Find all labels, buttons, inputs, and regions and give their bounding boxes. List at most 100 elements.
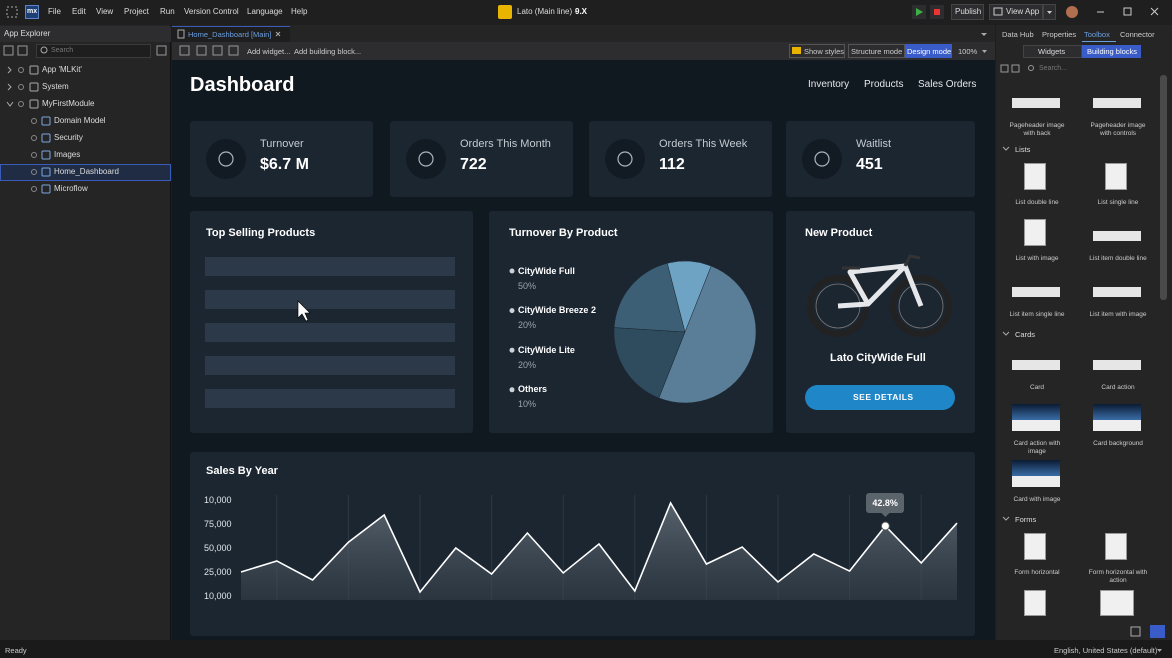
tree-status — [18, 101, 24, 107]
menu-item[interactable]: Version Control — [184, 7, 239, 17]
tree-item[interactable]: System — [42, 82, 69, 92]
editor-tab-label: Home_Dashboard [Main] — [188, 29, 272, 39]
block-label[interactable]: List double line — [1015, 199, 1059, 207]
tree-icon — [29, 65, 39, 75]
kpi-value: 112 — [659, 156, 685, 174]
block-label[interactable]: List item double line — [1089, 255, 1147, 263]
menu-item[interactable]: File — [48, 7, 61, 17]
zoom-level[interactable]: 100% — [958, 46, 978, 56]
block-label[interactable]: List item with image — [1089, 311, 1147, 319]
kpi-label: Orders This Month — [460, 138, 551, 151]
kpi-value: 451 — [856, 156, 883, 174]
menu-item[interactable]: Run — [160, 7, 175, 17]
toolbox-search-icon — [1028, 65, 1034, 71]
menu-item[interactable]: Edit — [72, 7, 86, 17]
design-mode-button[interactable] — [905, 44, 952, 58]
tree-item[interactable]: Microflow — [54, 184, 88, 194]
menu-item[interactable]: Project — [124, 7, 149, 17]
panel-tab[interactable]: Properties — [1042, 29, 1077, 39]
block-label[interactable]: Card with image — [1013, 496, 1061, 504]
kpi-icon-bg — [406, 139, 446, 179]
y-axis-label: 10,000 — [204, 494, 232, 505]
nav-link[interactable]: Products — [864, 79, 904, 90]
avatar — [1066, 6, 1078, 18]
block-label[interactable]: Card action with image — [1013, 440, 1061, 455]
block-label[interactable]: List item single line — [1009, 311, 1065, 319]
show-styles-icon — [792, 47, 801, 54]
structure-mode-label: Structure mode — [851, 46, 903, 56]
panel-tab[interactable]: Data Hub — [1002, 29, 1034, 39]
add-building-block[interactable]: Add building block... — [294, 46, 362, 56]
legend-value: 20% — [518, 359, 537, 370]
tree-item[interactable]: Domain Model — [54, 116, 106, 126]
list-view-icon[interactable] — [1150, 625, 1165, 638]
panel-tab[interactable]: Connector — [1120, 29, 1155, 39]
app-title: Lato (Main line) - — [517, 7, 580, 17]
publish-button[interactable] — [951, 4, 984, 20]
kpi-icon-bg — [206, 139, 246, 179]
tree-item[interactable]: App 'MLKit' — [42, 65, 82, 75]
bike-image — [898, 283, 944, 329]
tree-icon — [41, 116, 51, 126]
show-styles-button[interactable] — [789, 44, 845, 58]
block-thumb — [1093, 404, 1141, 431]
block-label[interactable]: List single line — [1097, 199, 1139, 207]
block-thumb — [1024, 590, 1046, 616]
kpi-icon-bg — [605, 139, 645, 179]
tree-item[interactable]: Images — [54, 150, 81, 160]
show-styles-label: Show styles — [804, 46, 845, 56]
legend-value: 20% — [518, 320, 537, 331]
menu-item[interactable]: Language — [247, 7, 283, 17]
block-label[interactable]: Form horizontal with action — [1088, 569, 1148, 584]
menu-item[interactable]: Help — [291, 7, 308, 17]
tree-item[interactable]: MyFirstModule — [42, 99, 95, 109]
block-thumb — [1093, 98, 1141, 108]
legend-value: 50% — [518, 280, 537, 291]
kpi-icon — [218, 151, 234, 167]
block-thumb — [1100, 590, 1134, 616]
kpi-label: Waitlist — [856, 138, 892, 151]
block-label[interactable]: Pageheader image with back — [1009, 122, 1065, 137]
section-title: Cards — [1015, 329, 1036, 339]
structure-mode-button[interactable] — [848, 44, 905, 58]
add-widget[interactable]: Add widget... — [247, 46, 291, 56]
block-thumb — [1012, 404, 1060, 431]
tree-item[interactable]: Home_Dashboard — [54, 167, 119, 177]
block-label[interactable]: List with image — [1015, 255, 1059, 263]
legend-name: CityWide Breeze 2 — [518, 305, 596, 316]
building-blocks-tab-label: Building blocks — [1087, 46, 1138, 56]
block-label[interactable]: Card — [1029, 384, 1045, 392]
tree-item[interactable]: Security — [54, 133, 83, 143]
block-label[interactable]: Pageheader image with controls — [1090, 122, 1146, 137]
block-thumb — [1024, 163, 1046, 190]
nav-link[interactable]: Inventory — [808, 79, 850, 90]
block-label[interactable]: Card background — [1093, 440, 1143, 448]
section-chevron — [1002, 331, 1010, 336]
legend-value: 10% — [518, 399, 537, 410]
status-text: Ready — [5, 645, 27, 655]
editor-tab[interactable] — [172, 26, 290, 42]
menu-item[interactable]: View — [96, 7, 114, 17]
explorer-search[interactable] — [36, 44, 151, 58]
legend-dot — [509, 308, 515, 314]
building-blocks-tab[interactable] — [1082, 45, 1141, 58]
editor-tab-row — [172, 25, 995, 42]
publish-label: Publish — [955, 7, 982, 17]
bike-image — [837, 263, 924, 309]
tree-status — [18, 67, 24, 73]
language-selector[interactable]: English, United States (default) — [1054, 645, 1158, 655]
kpi-icon — [617, 151, 633, 167]
tree-status — [31, 135, 37, 141]
nav-link[interactable]: Sales Orders — [918, 79, 977, 90]
panel-tab[interactable]: Toolbox — [1084, 29, 1110, 39]
block-label[interactable]: Form horizontal — [1014, 569, 1060, 577]
placeholder-row — [205, 356, 455, 375]
block-label[interactable]: Card action — [1101, 384, 1135, 392]
view-app-icon — [993, 7, 1003, 16]
zoom-caret — [982, 50, 987, 53]
card-title: Turnover By Product — [509, 227, 618, 240]
explorer-title: App Explorer — [4, 29, 51, 39]
widgets-tab[interactable] — [1023, 45, 1082, 58]
see-details-button[interactable] — [805, 385, 955, 410]
